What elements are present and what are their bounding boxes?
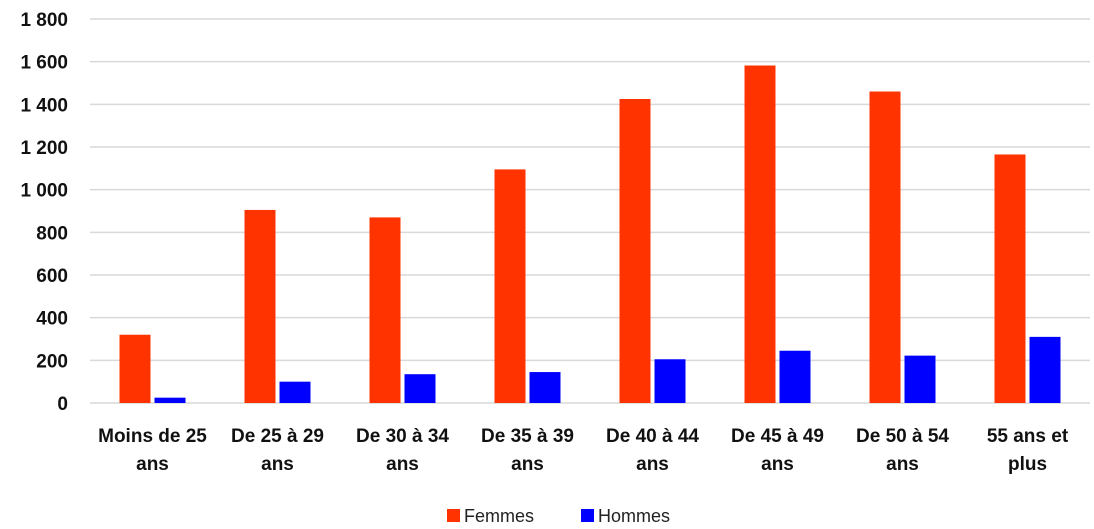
bar-femmes-6: [744, 65, 776, 404]
bar-femmes-3: [369, 217, 401, 403]
x-category-label: De 50 à 54: [856, 426, 949, 447]
x-category-label: ans: [761, 454, 794, 475]
y-tick-label: 1 400: [20, 95, 68, 116]
x-category-label: De 30 à 34: [356, 426, 449, 447]
bar-hommes-7: [904, 355, 936, 403]
bar-hommes-2: [279, 381, 311, 403]
bar-femmes-8: [994, 154, 1026, 403]
bar-femmes-2: [244, 209, 276, 403]
bar-femmes-4: [494, 169, 526, 403]
x-axis-category-labels: Moins de 25 ans De 25 à 29 ans De 30 à 34 ans…: [98, 426, 1069, 475]
x-category-label: De 40 à 44: [606, 426, 699, 447]
x-category-label: ans: [636, 454, 669, 475]
y-tick-label: 1 600: [20, 53, 68, 74]
x-category-label: Moins de 25: [98, 426, 207, 447]
legend-swatch-femmes: [447, 509, 460, 522]
bar-hommes-3: [404, 374, 436, 403]
y-tick-label: 1 800: [20, 10, 68, 31]
x-category-label: De 25 à 29: [231, 426, 324, 447]
y-tick-label: 1 000: [20, 181, 68, 202]
bar-hommes-5: [654, 359, 686, 403]
legend: Femmes Hommes: [447, 506, 670, 526]
y-tick-label: 400: [36, 309, 68, 330]
x-category-label: De 35 à 39: [481, 426, 574, 447]
x-category-label: ans: [261, 454, 294, 475]
y-tick-label: 200: [36, 351, 68, 372]
bars: [119, 65, 1061, 404]
bar-femmes-7: [869, 91, 901, 404]
x-category-label: ans: [136, 454, 169, 475]
legend-label-femmes: Femmes: [464, 506, 534, 526]
x-category-label: plus: [1008, 454, 1047, 475]
y-axis-tick-labels: 0 200 400 600 800 1 000 1 200 1 400 1 600 1 800: [20, 10, 68, 415]
bar-femmes-1: [119, 334, 151, 403]
bar-hommes-8: [1029, 336, 1061, 403]
x-category-label: ans: [886, 454, 919, 475]
bar-femmes-5: [619, 99, 651, 403]
y-tick-label: 600: [36, 266, 68, 287]
y-tick-label: 0: [57, 394, 68, 415]
x-category-label: ans: [386, 454, 419, 475]
legend-label-hommes: Hommes: [598, 506, 670, 526]
y-tick-label: 1 200: [20, 138, 68, 159]
bar-hommes-1: [154, 397, 186, 403]
gridlines: [90, 18, 1090, 404]
legend-swatch-hommes: [581, 509, 594, 522]
y-tick-label: 800: [36, 223, 68, 244]
bar-hommes-6: [779, 350, 811, 403]
x-category-label: De 45 à 49: [731, 426, 824, 447]
bar-hommes-4: [529, 372, 561, 403]
x-category-label: 55 ans et: [987, 426, 1069, 447]
x-category-label: ans: [511, 454, 544, 475]
